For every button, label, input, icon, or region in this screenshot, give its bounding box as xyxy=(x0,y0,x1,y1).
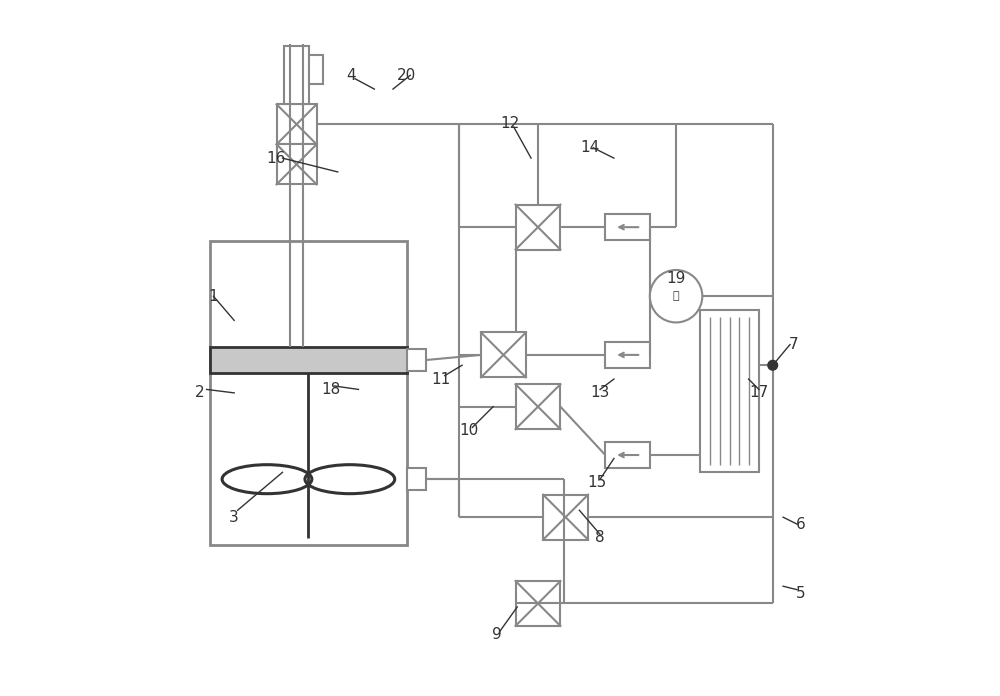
Text: 20: 20 xyxy=(397,68,416,83)
Text: 9: 9 xyxy=(492,627,501,642)
Text: 13: 13 xyxy=(590,386,610,400)
Bar xyxy=(277,104,317,144)
Text: 14: 14 xyxy=(580,141,599,155)
Bar xyxy=(700,310,759,473)
Bar xyxy=(210,347,407,373)
Bar xyxy=(516,205,560,250)
Text: 18: 18 xyxy=(321,382,340,397)
Text: 10: 10 xyxy=(459,423,479,438)
Text: 5: 5 xyxy=(796,585,805,601)
Bar xyxy=(516,581,560,626)
Bar xyxy=(284,45,309,104)
Bar xyxy=(309,55,323,84)
Bar xyxy=(407,468,426,490)
Bar xyxy=(277,144,317,184)
Text: 16: 16 xyxy=(266,150,285,166)
Text: 7: 7 xyxy=(789,337,798,352)
Text: 3: 3 xyxy=(229,509,239,525)
Text: 2: 2 xyxy=(195,386,204,400)
Bar xyxy=(516,384,560,429)
Text: 4: 4 xyxy=(347,68,356,83)
Circle shape xyxy=(768,361,778,370)
Text: 19: 19 xyxy=(666,271,686,287)
Bar xyxy=(605,342,650,368)
Text: 6: 6 xyxy=(795,516,805,532)
Bar xyxy=(481,333,526,377)
Text: 泵: 泵 xyxy=(673,291,679,301)
Bar xyxy=(543,495,588,539)
Text: 15: 15 xyxy=(587,475,606,490)
Bar xyxy=(407,349,426,371)
Text: 8: 8 xyxy=(595,530,605,546)
Bar xyxy=(210,241,407,545)
Text: 1: 1 xyxy=(209,289,218,303)
Circle shape xyxy=(650,270,702,322)
Text: 12: 12 xyxy=(501,116,520,131)
Text: 17: 17 xyxy=(749,386,769,400)
Bar xyxy=(605,214,650,240)
Bar xyxy=(605,442,650,468)
Text: 11: 11 xyxy=(432,372,451,386)
